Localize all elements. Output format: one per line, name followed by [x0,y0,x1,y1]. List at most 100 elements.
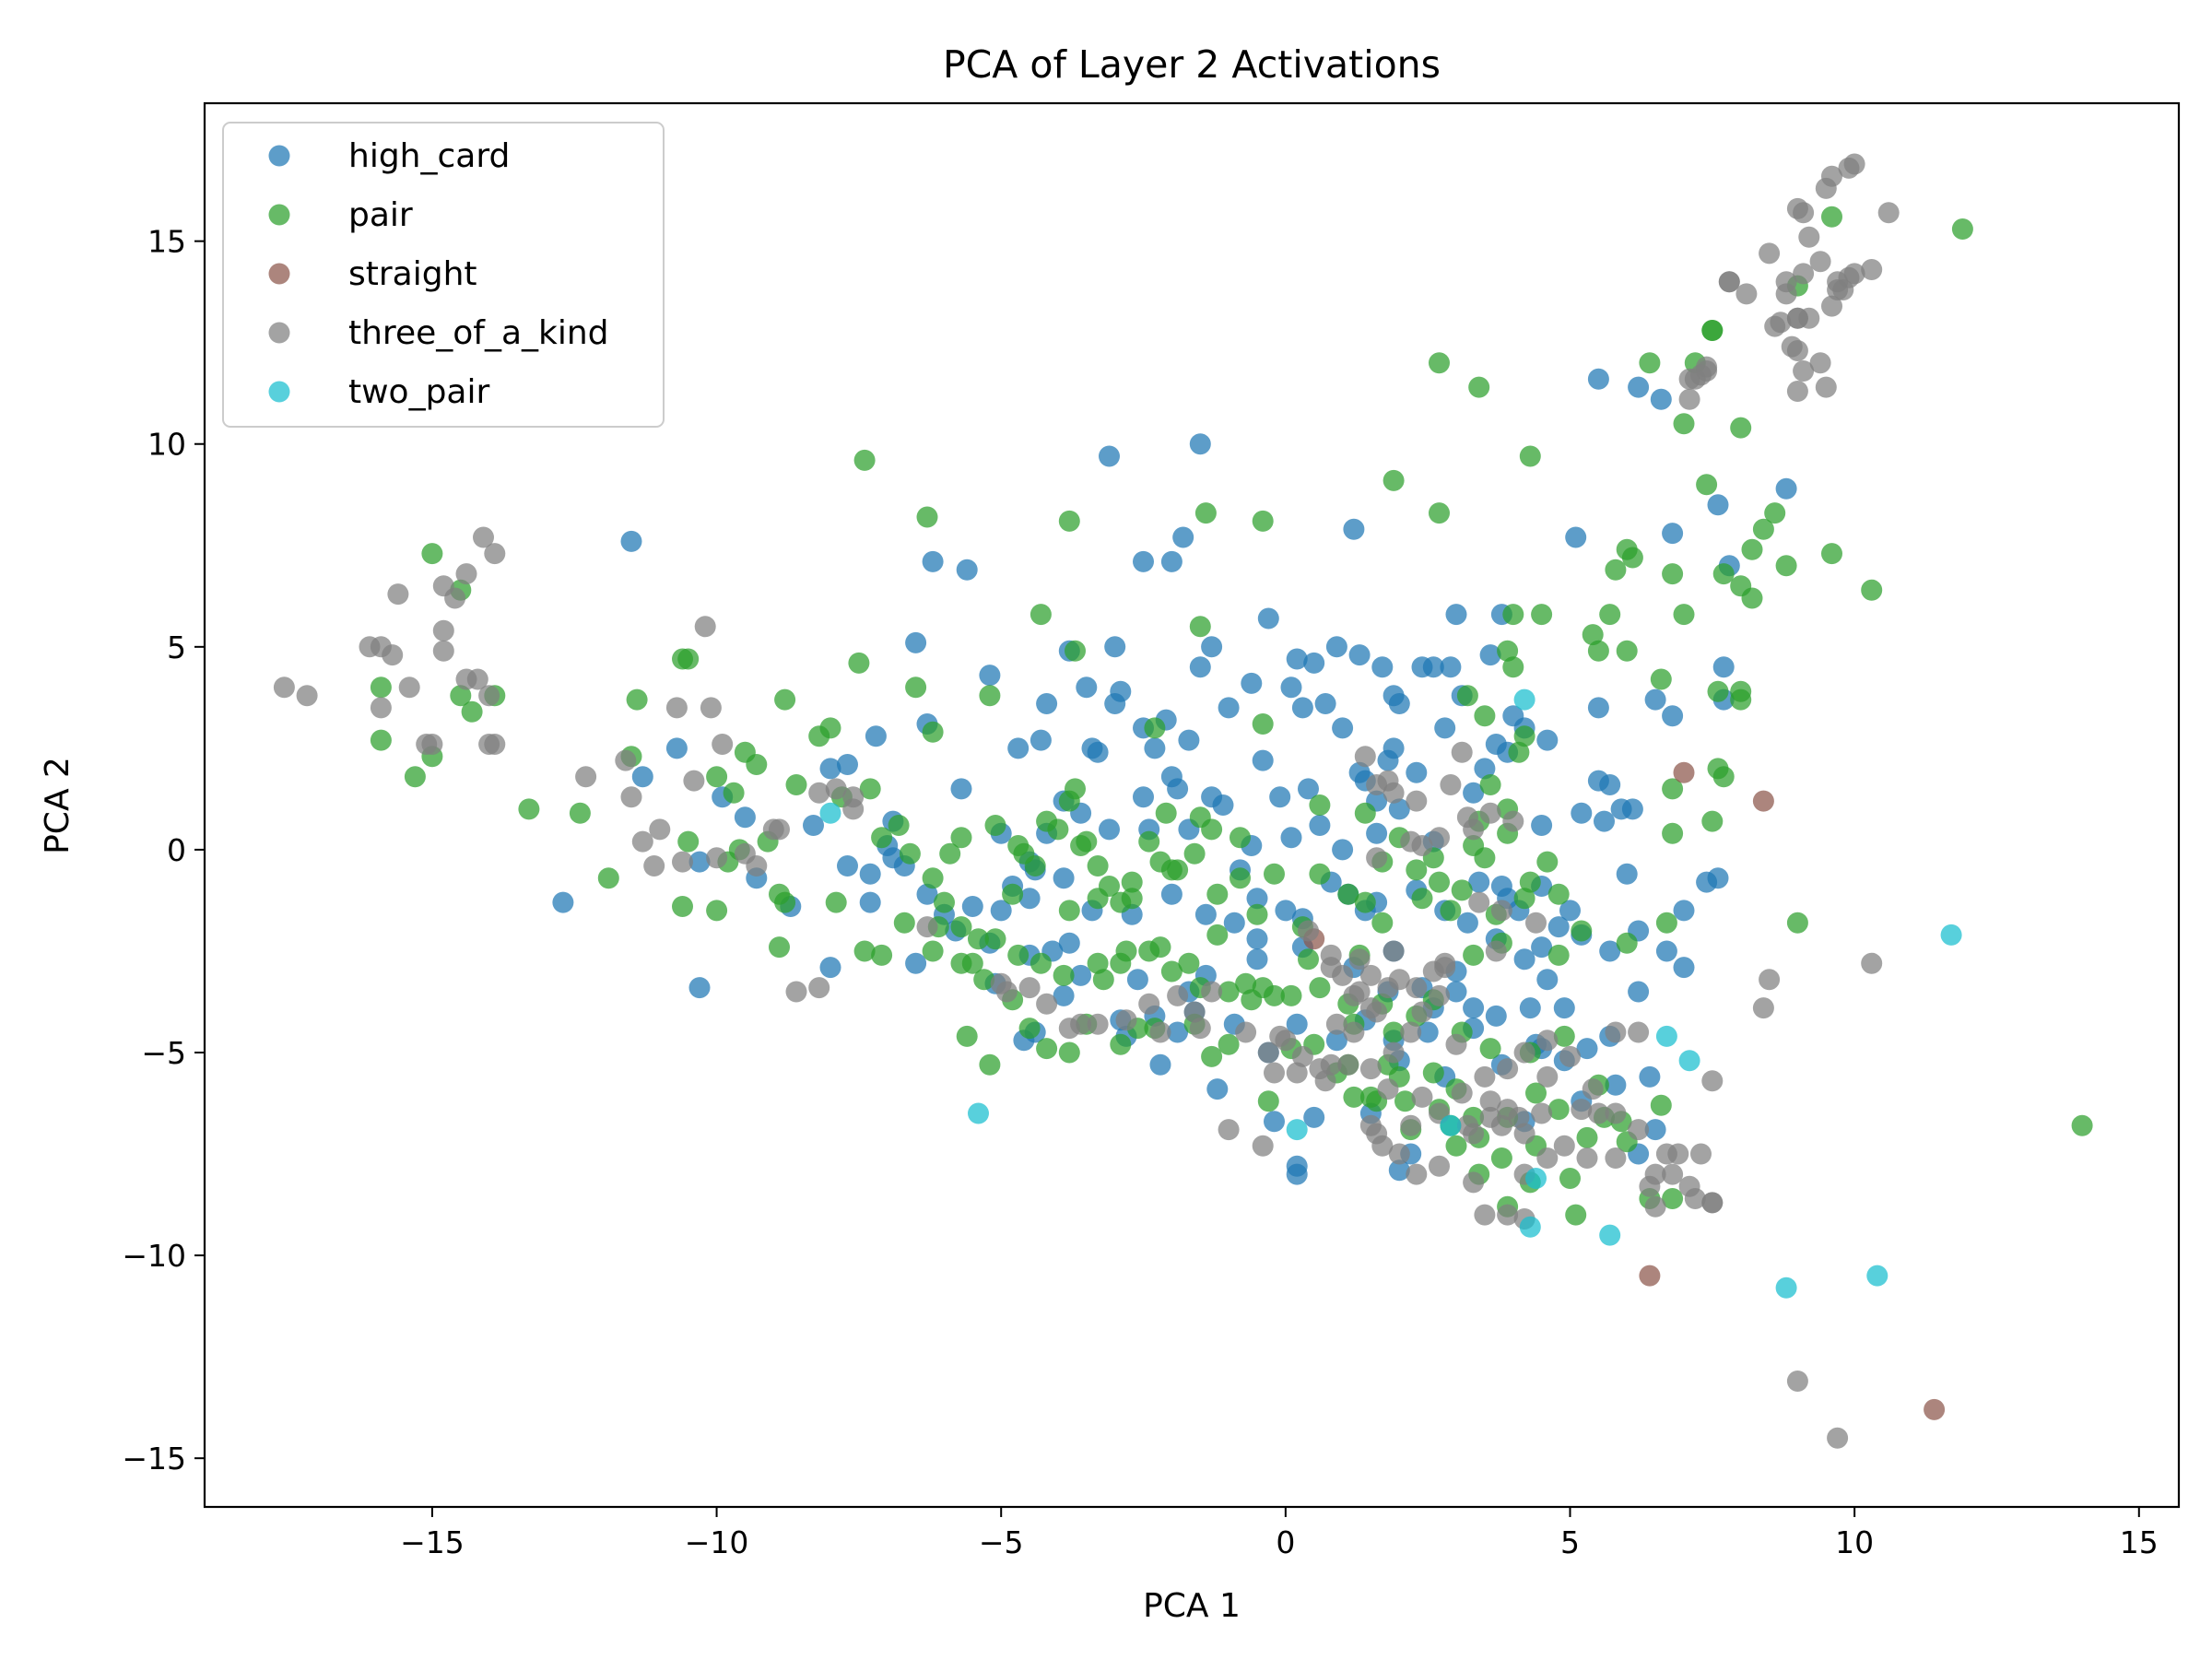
point-high_card-158 [1223,912,1245,934]
point-pair-246 [1525,1082,1547,1104]
point-straight-2 [1639,1265,1661,1287]
point-high_card-29 [1172,526,1194,548]
point-straight-3 [1924,1398,1946,1420]
point-high_card-211 [1639,1065,1661,1088]
point-high_card-65 [1587,368,1609,390]
point-pair-89 [1194,502,1217,524]
point-pair-211 [1138,940,1160,962]
point-pair-70 [1246,903,1268,925]
legend-label-straight: straight [348,255,477,293]
point-three_of_a_kind-34 [672,851,693,873]
point-high_card-119 [1519,997,1541,1019]
point-high_card-68 [1707,494,1729,516]
point-high_card-170 [1628,981,1650,1003]
point-three_of_a_kind-33 [706,847,728,869]
point-pair-179 [973,969,995,991]
point-pair-194 [1371,912,1394,934]
point-three_of_a_kind-87 [1553,1135,1575,1157]
point-pair-121 [1707,758,1729,780]
point-three_of_a_kind-28 [665,697,688,719]
x-axis-ticks: −15 −10 −5 0 5 10 15 [400,1507,2159,1560]
point-three_of_a_kind-135 [1479,802,1501,824]
point-pair-168 [1201,1045,1223,1067]
point-high_card-183 [1382,737,1405,759]
point-pair-215 [1030,952,1052,974]
point-three_of_a_kind-92 [1451,1082,1473,1104]
point-pair-222 [1189,806,1211,829]
point-three_of_a_kind-138 [1377,770,1399,792]
point-pair-114 [1696,474,1718,496]
point-three_of_a_kind-6 [398,677,420,699]
point-two_pair-8 [1655,1025,1677,1047]
point-high_card-149 [1058,932,1080,954]
point-three_of_a_kind-97 [1559,1045,1581,1067]
point-high_card-60 [1479,644,1501,666]
point-high_card-88 [1303,1106,1325,1128]
point-pair-105 [1587,640,1609,662]
y-tick-label: 10 [147,427,186,463]
point-pair-254 [1490,1147,1512,1169]
point-pair-93 [1429,502,1450,524]
point-high_card-127 [1474,758,1496,780]
point-pair-131 [1752,518,1774,540]
series-pair [370,206,2093,1226]
point-three_of_a_kind-115 [1497,1099,1519,1121]
point-three_of_a_kind-159 [1536,1065,1559,1088]
point-three_of_a_kind-98 [1582,1078,1604,1100]
point-high_card-128 [1531,815,1553,836]
point-three_of_a_kind-164 [1678,1175,1700,1197]
y-tick-label: −10 [122,1238,186,1274]
point-high_card-82 [1445,981,1467,1003]
point-high_card-48 [1332,717,1354,739]
point-high_card-69 [1662,523,1684,545]
point-pair-137 [1861,579,1883,601]
point-three_of_a_kind-56 [1275,1030,1297,1052]
point-high_card-0 [620,530,642,552]
point-three_of_a_kind-207 [1781,335,1803,358]
point-three_of_a_kind-77 [1371,1135,1394,1157]
point-three_of_a_kind-176 [1735,283,1758,305]
point-three_of_a_kind-153 [1314,1070,1336,1092]
point-pair-122 [1701,810,1724,832]
point-pair-140 [1786,912,1808,934]
point-pair-64 [1155,802,1177,824]
point-three_of_a_kind-143 [1525,912,1547,934]
point-high_card-230 [916,883,938,905]
point-pair-52 [1024,855,1046,877]
x-tick-label: −5 [979,1524,1024,1560]
point-three_of_a_kind-13 [455,563,477,585]
point-three_of_a_kind-31 [700,697,722,719]
point-pair-28 [819,717,841,739]
point-high_card-196 [1309,815,1331,836]
point-high_card-219 [1286,1013,1308,1035]
point-high_card-97 [961,896,983,917]
point-pair-92 [1382,469,1405,491]
point-three_of_a_kind-40 [808,977,830,999]
point-three_of_a_kind-167 [1861,952,1883,974]
point-three_of_a_kind-156 [1252,1135,1274,1157]
point-pair-238 [1479,1038,1501,1060]
point-high_card-151 [1018,888,1041,910]
point-high_card-21 [1036,693,1058,714]
y-tick-label: 5 [167,629,186,665]
point-three_of_a_kind-26 [643,855,665,877]
point-pair-61 [1121,871,1143,893]
points-layer [273,153,2093,1449]
point-pair-136 [1821,543,1842,565]
point-pair-213 [1087,952,1109,974]
legend-label-high_card: high_card [348,137,510,175]
point-three_of_a_kind-112 [1587,1102,1609,1124]
point-pair-127 [1730,417,1752,439]
point-high_card-142 [1246,948,1268,971]
point-high_card-43 [1286,648,1308,670]
point-pair-259 [450,685,472,707]
point-pair-214 [1053,964,1075,986]
point-three_of_a_kind-154 [1286,1062,1308,1084]
point-straight-1 [1752,790,1774,812]
point-pair-31 [848,652,870,674]
point-pair-49 [968,928,989,950]
point-high_card-184 [1406,761,1428,783]
point-high_card-41 [1257,607,1279,629]
point-high_card-208 [1576,1038,1598,1060]
point-three_of_a_kind-185 [1798,226,1820,248]
